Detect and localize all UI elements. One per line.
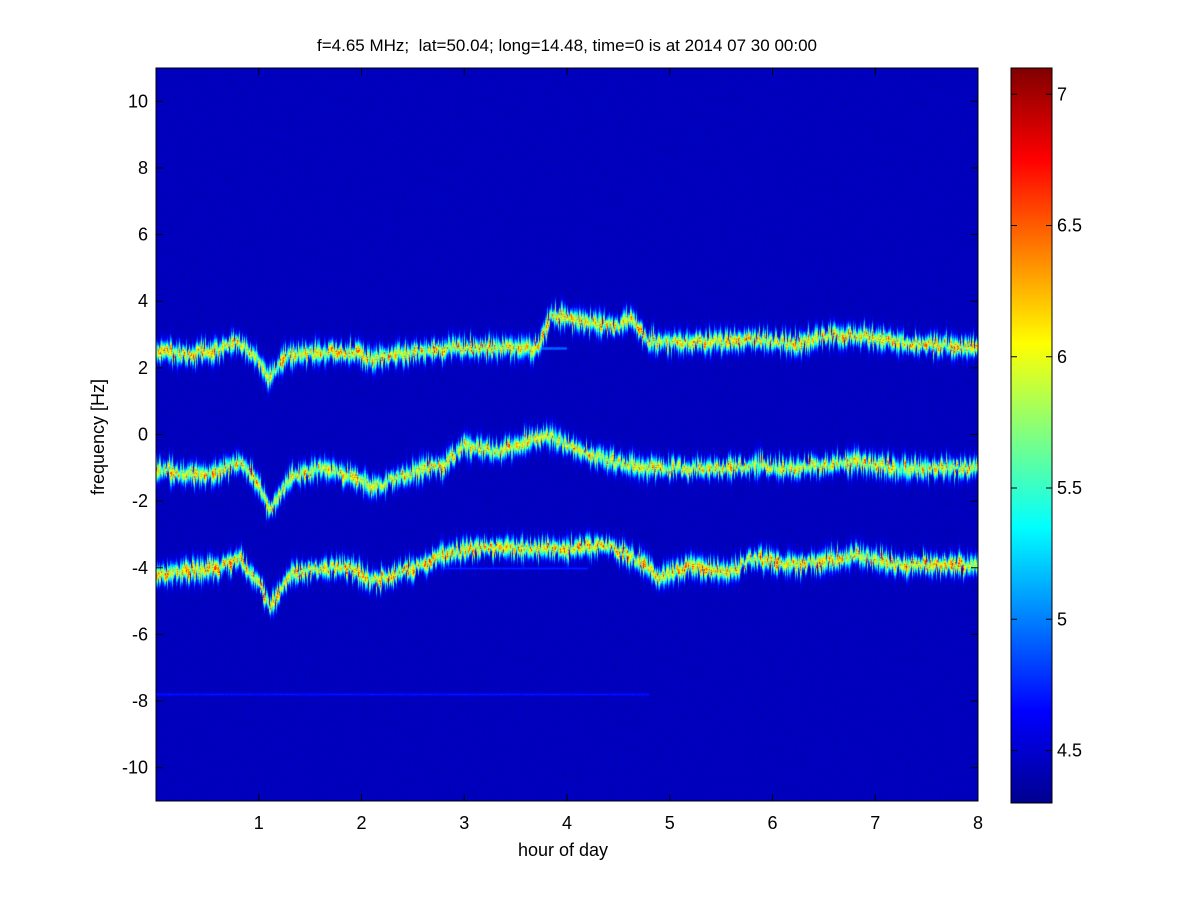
x-tick-label: 4 [562, 813, 572, 833]
x-tick-label: 1 [254, 813, 264, 833]
colorbar-tick-label: 6.5 [1057, 216, 1082, 236]
colorbar-tick-label: 6 [1057, 347, 1067, 367]
y-tick-label: -8 [132, 691, 148, 711]
chart-title: f=4.65 MHz; lat=50.04; long=14.48, time=… [317, 36, 817, 55]
colorbar-ticks: 4.5 5 5.5 6 6.5 7 [1011, 84, 1082, 761]
y-axis-label: frequency [Hz] [88, 379, 108, 495]
spectrogram-image [156, 68, 978, 801]
y-tick-label: 4 [138, 291, 148, 311]
x-tick-label: 5 [665, 813, 675, 833]
colorbar-tick-label: 5 [1057, 609, 1067, 629]
x-tick-label: 3 [459, 813, 469, 833]
x-axis-ticks: 1 2 3 4 5 6 7 8 [254, 68, 983, 833]
x-tick-label: 6 [767, 813, 777, 833]
y-tick-label: -2 [132, 491, 148, 511]
colorbar-tick-label: 4.5 [1057, 741, 1082, 761]
plot-area [155, 67, 979, 802]
x-axis-label: hour of day [518, 840, 608, 860]
colorbar-tick-label: 7 [1057, 84, 1067, 104]
y-tick-label: -4 [132, 558, 148, 578]
y-tick-label: -10 [122, 758, 148, 778]
colorbar: 4.5 5 5.5 6 6.5 7 [1010, 67, 1082, 804]
colorbar-gradient [1010, 67, 1053, 804]
y-tick-label: 2 [138, 358, 148, 378]
y-tick-label: 10 [128, 91, 148, 111]
y-tick-label: 6 [138, 225, 148, 245]
y-tick-label: -6 [132, 624, 148, 644]
y-tick-label: 0 [138, 425, 148, 445]
y-tick-label: 8 [138, 158, 148, 178]
colorbar-tick-label: 5.5 [1057, 478, 1082, 498]
x-tick-label: 7 [870, 813, 880, 833]
x-tick-label: 8 [973, 813, 983, 833]
x-tick-label: 2 [356, 813, 366, 833]
y-axis-ticks: -10 -8 -6 -4 -2 0 2 4 6 8 10 [122, 91, 978, 778]
